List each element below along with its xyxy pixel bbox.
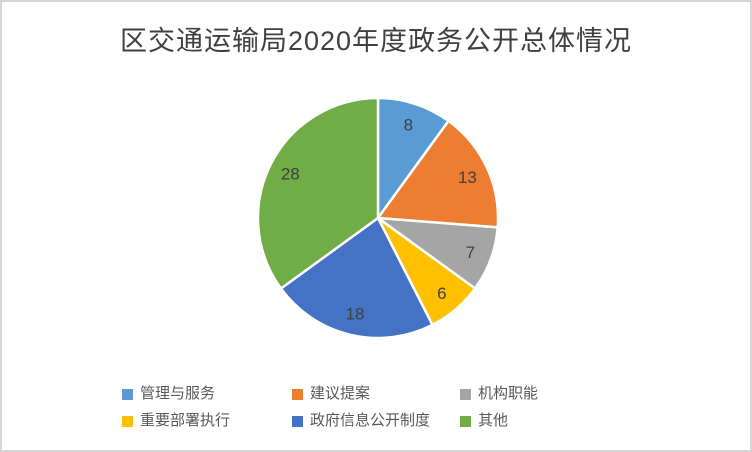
- pie-slice-5: [279, 216, 434, 340]
- legend-swatch-icon: [122, 415, 133, 427]
- legend-item-5: 政府信息公开制度: [292, 413, 430, 429]
- data-label-5: 18: [346, 305, 365, 324]
- legend-label: 其他: [478, 412, 509, 429]
- legend-label: 重要部署执行: [140, 412, 231, 429]
- data-label-2: 13: [458, 168, 477, 187]
- legend-swatch-icon: [460, 415, 471, 427]
- legend-label: 政府信息公开制度: [310, 412, 431, 429]
- legend-label: 建议提案: [310, 385, 371, 402]
- legend-swatch-icon: [122, 388, 133, 400]
- legend-item-4: 重要部署执行: [122, 413, 230, 429]
- legend-item-2: 建议提案: [292, 386, 370, 402]
- pie-slice-2: [376, 119, 500, 229]
- pie-slice-1: [376, 96, 450, 220]
- legend-item-3: 机构职能: [460, 386, 538, 402]
- legend-label: 管理与服务: [140, 385, 216, 402]
- legend-item-1: 管理与服务: [122, 386, 215, 402]
- pie-slice-6: [256, 96, 380, 290]
- chart-title: 区交通运输局2020年度政务公开总体情况: [119, 26, 633, 56]
- legend-swatch-icon: [460, 388, 471, 400]
- legend-item-6: 其他: [460, 413, 508, 429]
- legend-label: 机构职能: [478, 385, 539, 402]
- data-label-6: 28: [281, 164, 300, 183]
- legend-swatch-icon: [292, 415, 303, 427]
- data-label-4: 6: [437, 284, 446, 303]
- data-label-1: 8: [404, 115, 413, 134]
- legend-swatch-icon: [292, 388, 303, 400]
- data-label-3: 7: [466, 243, 475, 262]
